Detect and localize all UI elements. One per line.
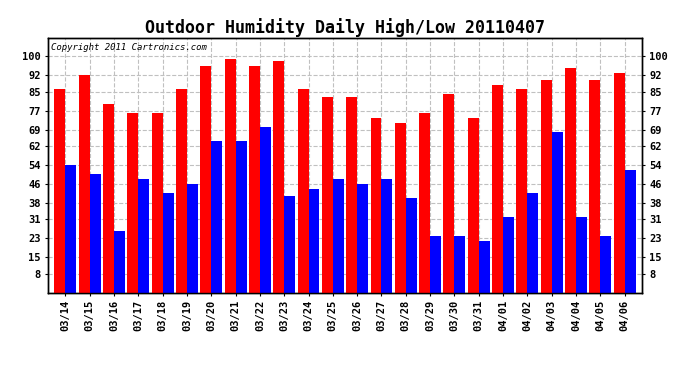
Bar <box>357 184 368 292</box>
Bar <box>225 59 235 292</box>
Bar <box>492 85 503 292</box>
Bar <box>79 75 90 292</box>
Bar <box>479 240 490 292</box>
Bar <box>613 73 624 292</box>
Bar <box>406 198 417 292</box>
Bar <box>346 96 357 292</box>
Bar <box>624 170 635 292</box>
Bar <box>138 179 149 292</box>
Bar <box>600 236 611 292</box>
Bar <box>152 113 163 292</box>
Bar <box>516 90 527 292</box>
Bar <box>576 217 587 292</box>
Bar <box>444 94 455 292</box>
Title: Outdoor Humidity Daily High/Low 20110407: Outdoor Humidity Daily High/Low 20110407 <box>145 18 545 38</box>
Bar <box>66 165 77 292</box>
Bar <box>420 113 430 292</box>
Bar <box>468 118 479 292</box>
Bar <box>503 217 514 292</box>
Bar <box>527 194 538 292</box>
Bar <box>284 196 295 292</box>
Bar <box>308 189 319 292</box>
Bar <box>163 194 174 292</box>
Bar <box>273 61 284 292</box>
Bar <box>114 231 125 292</box>
Bar <box>249 66 260 292</box>
Bar <box>541 80 552 292</box>
Bar <box>589 80 600 292</box>
Bar <box>322 96 333 292</box>
Bar <box>103 104 114 292</box>
Bar <box>565 68 576 292</box>
Bar <box>382 179 393 292</box>
Bar <box>200 66 211 292</box>
Bar <box>455 236 465 292</box>
Text: Copyright 2011 Cartronics.com: Copyright 2011 Cartronics.com <box>51 43 207 52</box>
Bar <box>552 132 562 292</box>
Bar <box>395 123 406 292</box>
Bar <box>371 118 382 292</box>
Bar <box>333 179 344 292</box>
Bar <box>430 236 441 292</box>
Bar <box>187 184 198 292</box>
Bar <box>211 141 222 292</box>
Bar <box>55 90 66 292</box>
Bar <box>128 113 138 292</box>
Bar <box>90 174 101 292</box>
Bar <box>260 127 271 292</box>
Bar <box>297 90 308 292</box>
Bar <box>176 90 187 292</box>
Bar <box>235 141 246 292</box>
